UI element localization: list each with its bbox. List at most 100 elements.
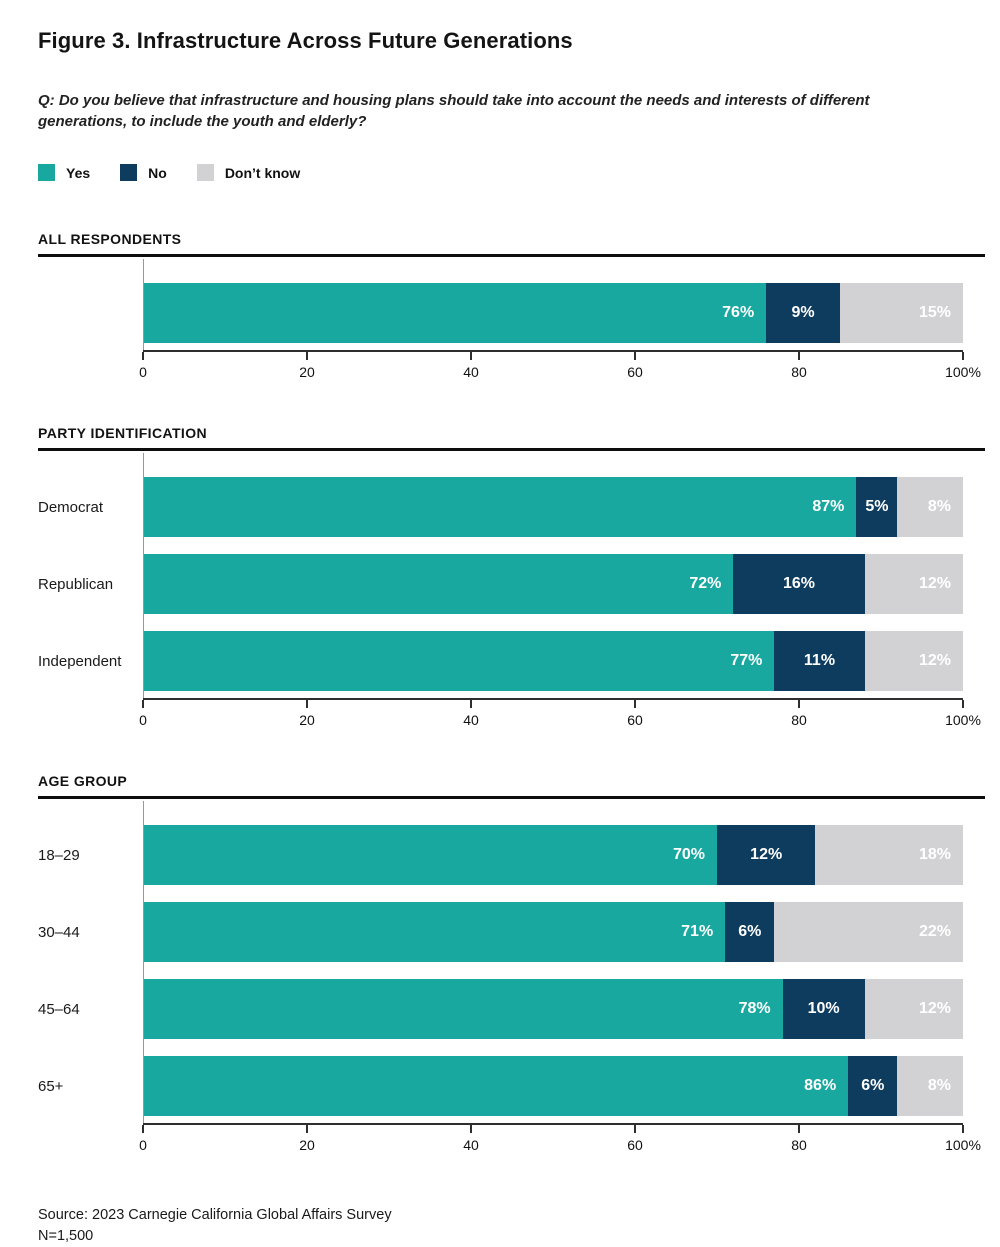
source-note: Source: 2023 Carnegie California Global … [38,1207,392,1223]
category-label [38,283,143,343]
x-axis-tick [962,1125,964,1133]
stacked-bar: 76% 9% 15% [143,283,963,343]
x-axis-tick [470,700,472,708]
bar-segment-no: 10% [782,979,865,1039]
stacked-bar-chart: 76% 9% 15% 0 20 40 60 80 100% [38,259,985,392]
x-axis-tick [142,700,144,708]
x-axis-tick-label: 20 [299,1137,315,1153]
segment-value-label: 6% [738,923,762,940]
survey-question: Q: Do you believe that infrastructure an… [38,90,985,132]
bar-segment-dont-know: 12% [864,979,963,1039]
category-label: Democrat [38,498,104,516]
x-axis-tick [142,352,144,360]
stacked-bar: 70% 12% 18% [143,825,963,885]
category-label: Republican [38,575,114,593]
legend-label-dont-know: Don’t know [224,164,301,181]
stacked-bar: 86% 6% 8% [143,1056,963,1116]
x-axis-tick [962,352,964,360]
y-axis-line [143,453,144,700]
figure-title: Figure 3. Infrastructure Across Future G… [38,28,573,53]
figure-footer: Source: 2023 Carnegie California Global … [38,1205,985,1247]
bar-segment-yes: 70% [143,825,717,885]
x-axis-tick [634,700,636,708]
bar-segment-dont-know: 12% [864,554,963,614]
x-axis-tick-label: 60 [627,712,643,728]
x-axis-tick-label: 80 [791,364,807,380]
segment-value-label: 10% [807,1000,840,1017]
x-axis-tick-label: 100% [945,1137,981,1153]
y-axis-line [143,801,144,1125]
bar-segment-no: 6% [725,902,775,962]
x-axis-line [143,1123,963,1125]
chart-section: ALL RESPONDENTS 76% 9% 15% 0 20 40 60 80 100% [38,231,985,392]
category-label: 30–44 [38,923,80,941]
legend-item-dont-know: Don’t know [196,164,301,181]
legend-label-yes: Yes [66,164,91,181]
bar-rows: Democrat 87% 5% 8% Republican 72% 16% 12% Indepe… [38,477,985,691]
x-axis-tick-label: 60 [627,364,643,380]
segment-value-label: 12% [918,575,951,592]
x-axis-tick-label: 100% [945,364,981,380]
category-label: 18–29 [38,846,80,864]
segment-value-label: 77% [730,652,763,669]
bar-segment-no: 12% [717,825,816,885]
legend-swatch-yes-icon [38,164,55,181]
bar-segment-no: 5% [856,477,898,537]
bar-segment-dont-know: 18% [815,825,963,885]
y-axis-line [143,259,144,352]
bar-segment-dont-know: 22% [774,902,963,962]
bar-segment-dont-know: 12% [864,631,963,691]
x-axis-tick-label: 0 [139,1137,147,1153]
category-label: Independent [38,652,122,670]
segment-value-label: 72% [689,575,722,592]
bar-row: Republican 72% 16% 12% [38,554,985,614]
chart-section: PARTY IDENTIFICATION Democrat 87% 5% 8% Repu… [38,425,985,740]
bar-row: 45–64 78% 10% 12% [38,979,985,1039]
chart-sections: ALL RESPONDENTS 76% 9% 15% 0 20 40 60 80 100% P… [38,231,985,1165]
survey-question-line-1: Q: Do you believe that infrastructure an… [38,92,870,109]
segment-value-label: 78% [738,1000,771,1017]
bar-segment-yes: 87% [143,477,857,537]
x-axis-tick [962,700,964,708]
x-axis-tick [470,352,472,360]
x-axis-tick-label: 40 [463,712,479,728]
x-axis-tick-label: 60 [627,1137,643,1153]
bar-segment-no: 6% [848,1056,898,1116]
stacked-bar-chart: 18–29 70% 12% 18% 30–44 71% 6% 22% 45–64 78% 10% 12… [38,801,985,1165]
x-axis: 0 20 40 60 80 100% [139,1123,981,1165]
legend-item-no: No [120,164,167,181]
category-label: 65+ [38,1077,64,1095]
segment-value-label: 87% [812,498,845,515]
section-rule [38,448,985,451]
bar-segment-yes: 72% [143,554,734,614]
bar-segment-no: 16% [733,554,865,614]
x-axis-tick [798,352,800,360]
bar-row: 30–44 71% 6% 22% [38,902,985,962]
x-axis-tick-label: 20 [299,712,315,728]
x-axis-tick [306,700,308,708]
x-axis-tick-label: 100% [945,712,981,728]
survey-question-line-2: generations, to include the youth and el… [38,113,367,130]
stacked-bar-chart: Democrat 87% 5% 8% Republican 72% 16% 12% Indepe… [38,453,985,740]
x-axis-tick [306,1125,308,1133]
segment-value-label: 11% [803,652,836,669]
bar-row: 76% 9% 15% [38,283,985,343]
x-axis-line [143,698,963,700]
section-title: ALL RESPONDENTS [38,231,182,247]
sample-size: N=1,500 [38,1228,94,1244]
bar-segment-yes: 77% [143,631,775,691]
section-rule [38,796,985,799]
segment-value-label: 15% [918,304,951,321]
segment-value-label: 18% [918,846,951,863]
bar-segment-no: 9% [766,283,840,343]
bar-segment-no: 11% [774,631,865,691]
x-axis-line [143,350,963,352]
section-rule [38,254,985,257]
bar-row: 65+ 86% 6% 8% [38,1056,985,1116]
section-title: PARTY IDENTIFICATION [38,425,207,441]
x-axis-tick [306,352,308,360]
legend-label-no: No [148,164,167,181]
bar-segment-yes: 78% [143,979,783,1039]
stacked-bar: 78% 10% 12% [143,979,963,1039]
bar-row: Democrat 87% 5% 8% [38,477,985,537]
